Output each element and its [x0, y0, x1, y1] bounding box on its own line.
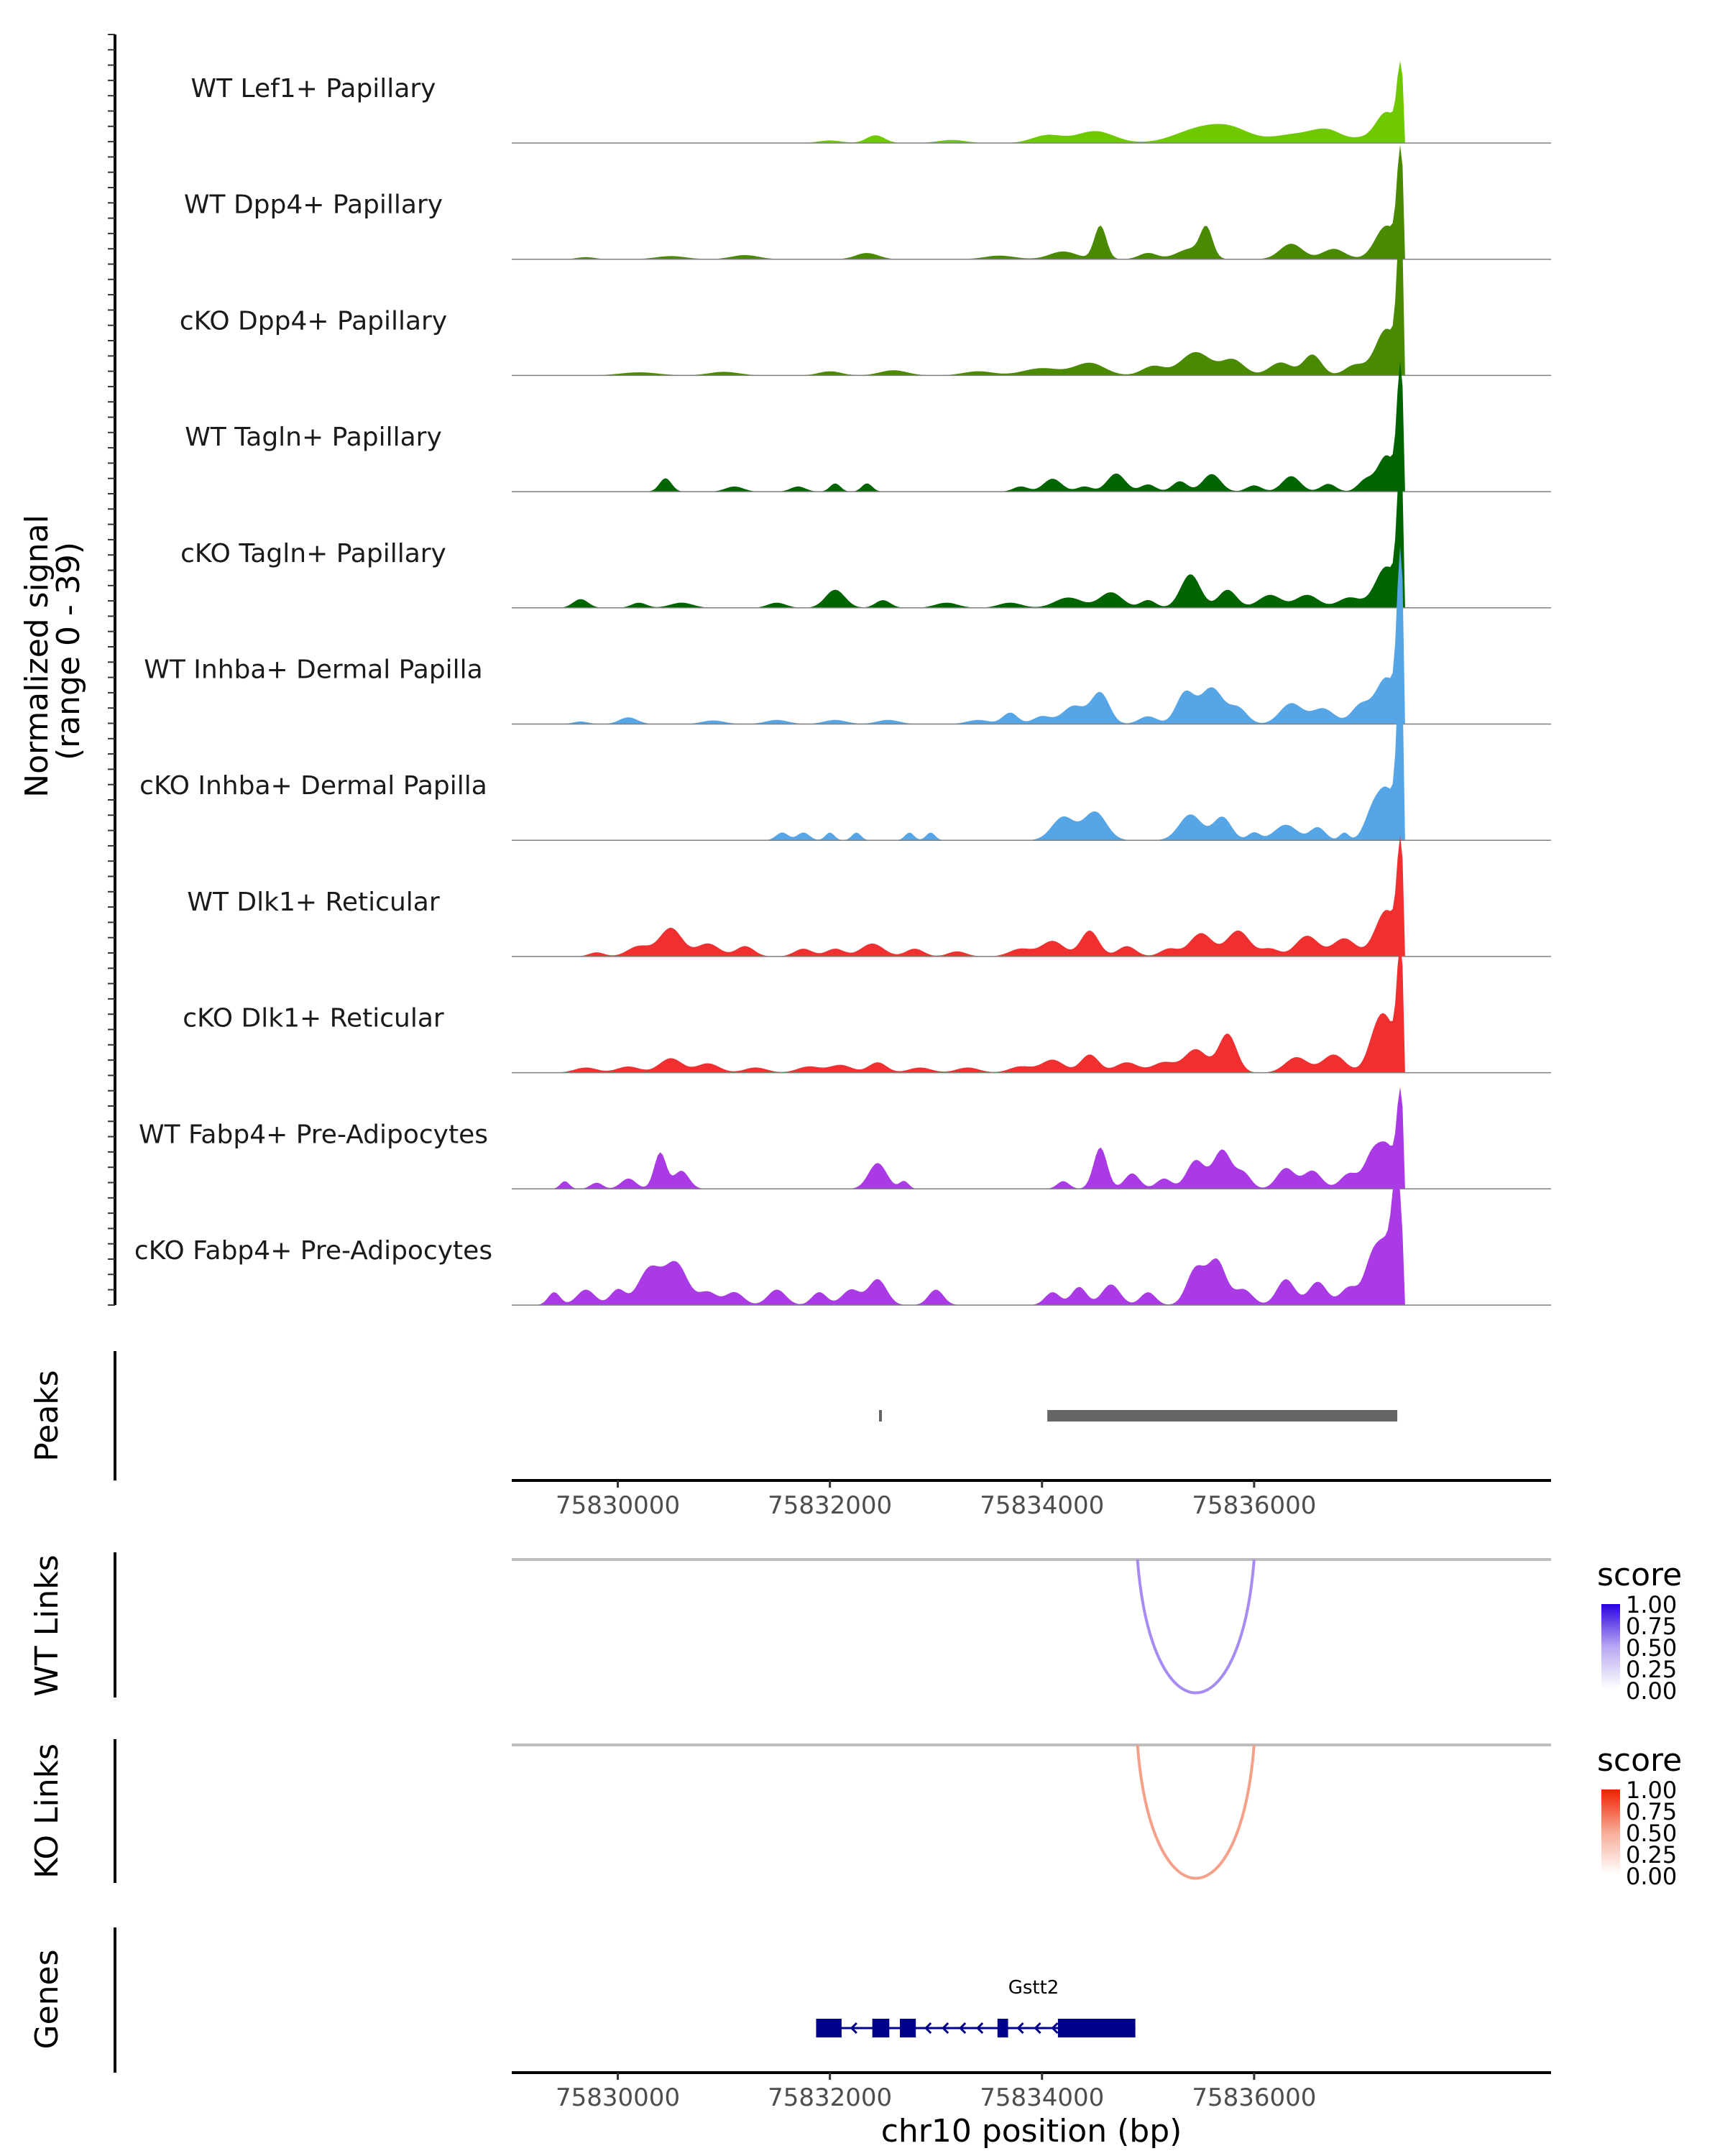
- x-bottom-tick-label-3: 75834000: [980, 2083, 1104, 2112]
- track-label: WT Dpp4+ Papillary: [184, 190, 443, 220]
- ko-legend-label-2: 0.75: [1626, 1798, 1677, 1825]
- track-signal-area: [512, 1166, 1551, 1305]
- strand-arrow-7: [1034, 2022, 1041, 2035]
- track-label: cKO Tagln+ Papillary: [180, 539, 446, 568]
- ko-links-label: KO Links: [29, 1743, 65, 1879]
- track-label: cKO Dlk1+ Reticular: [183, 1004, 444, 1033]
- wt-legend-colorbar: [1601, 1604, 1620, 1689]
- track-label: WT Fabp4+ Pre-Adipocytes: [139, 1120, 488, 1149]
- track-8: WT Dlk1+ Reticular: [187, 835, 1551, 957]
- strand-arrow-4: [959, 2022, 967, 2035]
- track-10: WT Fabp4+ Pre-Adipocytes: [139, 1087, 1551, 1190]
- signal-tracks: WT Lef1+ Papillary WT Dpp4+ Papillary cKO …: [134, 60, 1551, 1306]
- gene-name-label: Gstt2: [1008, 1977, 1059, 1999]
- y-axis-title-line-2: (range 0 - 39): [50, 542, 87, 760]
- track-9: cKO Dlk1+ Reticular: [183, 941, 1551, 1074]
- track-label: WT Lef1+ Papillary: [191, 74, 436, 103]
- signal-y-ticks: [108, 34, 115, 1306]
- wt-legend-label-3: 0.50: [1626, 1634, 1677, 1662]
- track-label: WT Tagln+ Papillary: [185, 423, 442, 452]
- track-signal-area: [512, 144, 1551, 259]
- track-3: cKO Dpp4+ Papillary: [180, 218, 1551, 377]
- x-ticks-bottom: 75830000 75832000 75834000 75836000: [556, 2073, 1316, 2112]
- gene-exon-3: [900, 2019, 916, 2037]
- wt-links-label: WT Links: [29, 1554, 65, 1696]
- ko-legend-label-4: 0.25: [1626, 1841, 1677, 1869]
- x-top-tick-label-4: 75836000: [1192, 1491, 1316, 1520]
- x-bottom-tick-label-4: 75836000: [1192, 2083, 1316, 2112]
- ko-legend-label-1: 1.00: [1626, 1777, 1677, 1804]
- gene-exon-1: [816, 2019, 842, 2037]
- strand-arrow-1: [850, 2022, 857, 2035]
- ko-links-legend: score 1.00 0.75 0.50 0.25 0.00: [1597, 1742, 1682, 1890]
- track-11: cKO Fabp4+ Pre-Adipocytes: [134, 1166, 1551, 1306]
- track-4: WT Tagln+ Papillary: [185, 361, 1551, 492]
- gene-exon-4: [997, 2019, 1008, 2037]
- track-label: cKO Fabp4+ Pre-Adipocytes: [134, 1236, 492, 1266]
- track-label: cKO Inhba+ Dermal Papilla: [139, 771, 487, 801]
- ko-legend-label-5: 0.00: [1626, 1863, 1677, 1890]
- wt-legend-label-1: 1.00: [1626, 1591, 1677, 1618]
- track-label: cKO Dpp4+ Papillary: [180, 306, 447, 336]
- track-label: WT Dlk1+ Reticular: [187, 888, 439, 917]
- ko-legend-title: score: [1597, 1742, 1682, 1779]
- track-5: cKO Tagln+ Papillary: [180, 459, 1551, 609]
- strand-arrow-5: [976, 2022, 984, 2035]
- gene-exon-5: [1057, 2019, 1136, 2037]
- peak-region-1: [879, 1410, 883, 1422]
- track-6: WT Inhba+ Dermal Papilla: [144, 546, 1551, 725]
- genes-track-label: Genes: [29, 1949, 65, 2049]
- track-signal-area: [512, 941, 1551, 1073]
- x-bottom-tick-label-1: 75830000: [556, 2083, 680, 2112]
- gene-exon-2: [872, 2019, 890, 2037]
- ko-legend-label-3: 0.50: [1626, 1820, 1677, 1847]
- strand-arrow-2: [924, 2022, 932, 2035]
- peak-regions: [879, 1410, 1398, 1422]
- peak-region-2: [1047, 1410, 1398, 1422]
- x-bottom-tick-label-2: 75832000: [768, 2083, 892, 2112]
- wt-legend-label-2: 0.75: [1626, 1613, 1677, 1640]
- y-axis-title: Normalized signal (range 0 - 39): [19, 505, 87, 798]
- track-1: WT Lef1+ Papillary: [191, 60, 1551, 144]
- x-axis-title: chr10 position (bp): [881, 2113, 1182, 2150]
- track-label: WT Inhba+ Dermal Papilla: [144, 655, 482, 685]
- track-signal-area: [512, 361, 1551, 492]
- x-ticks-top: 75830000 75832000 75834000 75836000: [556, 1480, 1316, 1520]
- ko-legend-colorbar: [1601, 1789, 1620, 1874]
- x-top-tick-label-3: 75834000: [980, 1491, 1104, 1520]
- track-7: cKO Inhba+ Dermal Papilla: [139, 655, 1551, 841]
- x-top-tick-label-2: 75832000: [768, 1491, 892, 1520]
- gene-model: [816, 2019, 1136, 2037]
- peaks-track-label: Peaks: [29, 1370, 65, 1461]
- strand-arrow-8: [1051, 2022, 1059, 2035]
- track-signal-area: [512, 60, 1551, 143]
- wt-legend-label-4: 0.25: [1626, 1656, 1677, 1683]
- ko-link-arc: [1136, 1744, 1256, 1880]
- wt-link-arc: [1136, 1559, 1256, 1695]
- strand-arrow-3: [942, 2022, 949, 2035]
- wt-links-legend: score 1.00 0.75 0.50 0.25 0.00: [1597, 1557, 1682, 1705]
- track-2: WT Dpp4+ Papillary: [184, 144, 1551, 260]
- wt-legend-label-5: 0.00: [1626, 1677, 1677, 1705]
- y-axis-title-line-1: Normalized signal: [19, 515, 55, 798]
- wt-legend-title: score: [1597, 1557, 1682, 1593]
- track-signal-area: [512, 835, 1551, 957]
- x-top-tick-label-1: 75830000: [556, 1491, 680, 1520]
- strand-arrow-6: [1016, 2022, 1024, 2035]
